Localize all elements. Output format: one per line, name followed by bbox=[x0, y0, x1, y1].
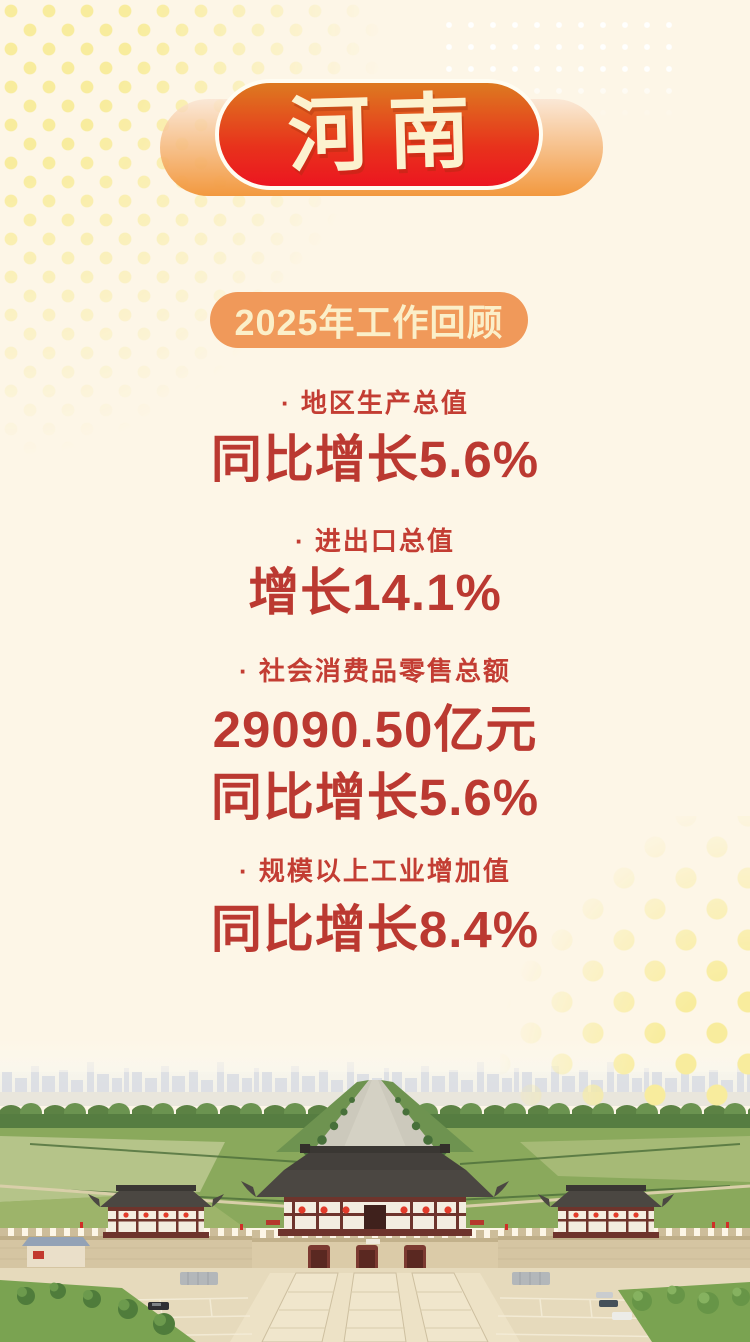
city-wall-right bbox=[498, 1236, 750, 1272]
wall-flags bbox=[80, 1222, 729, 1230]
side-stair-right bbox=[470, 1220, 484, 1225]
province-name: 河南 bbox=[286, 85, 490, 182]
lawn-left bbox=[0, 1280, 196, 1342]
avenue-verge-left bbox=[276, 1080, 369, 1152]
halftone-dots-bottom-right bbox=[500, 816, 750, 1114]
gate-plaque bbox=[366, 1239, 380, 1244]
stat-retail-growth: 同比增长5.6% bbox=[210, 769, 540, 826]
stat-retail-label: · 社会消费品零售总额 bbox=[239, 656, 511, 686]
gate-stairs bbox=[261, 1272, 489, 1342]
stat-gdp-label: · 地区生产总值 bbox=[281, 388, 469, 418]
wall-edge-right bbox=[498, 1236, 750, 1240]
bike-sheds bbox=[180, 1272, 550, 1285]
province-badge: 河南 bbox=[215, 79, 543, 190]
cars bbox=[148, 1292, 632, 1320]
main-gate-tower bbox=[241, 1144, 509, 1236]
lawn-right bbox=[618, 1282, 750, 1342]
section-title-badge: 2025年工作回顾 bbox=[210, 292, 528, 348]
guard-hut bbox=[22, 1237, 90, 1267]
side-stair-left bbox=[266, 1220, 280, 1225]
stat-retail-amount: 29090.50亿元 bbox=[212, 701, 538, 758]
central-road-stripe bbox=[342, 1080, 408, 1152]
stat-industry-label: · 规模以上工业增加值 bbox=[239, 856, 511, 886]
avenue-verge-right bbox=[381, 1080, 474, 1152]
stat-trade-value: 增长14.1% bbox=[248, 564, 502, 621]
pavilion-doorway bbox=[364, 1205, 386, 1229]
left-corner-tower bbox=[88, 1185, 224, 1238]
section-title: 2025年工作回顾 bbox=[234, 302, 504, 343]
red-lanterns bbox=[298, 1206, 452, 1214]
stat-industry-value: 同比增长8.4% bbox=[210, 901, 540, 958]
stat-gdp-value: 同比增长5.6% bbox=[210, 431, 540, 488]
gate-doors bbox=[308, 1239, 426, 1273]
stat-trade-label: · 进出口总值 bbox=[295, 526, 455, 556]
